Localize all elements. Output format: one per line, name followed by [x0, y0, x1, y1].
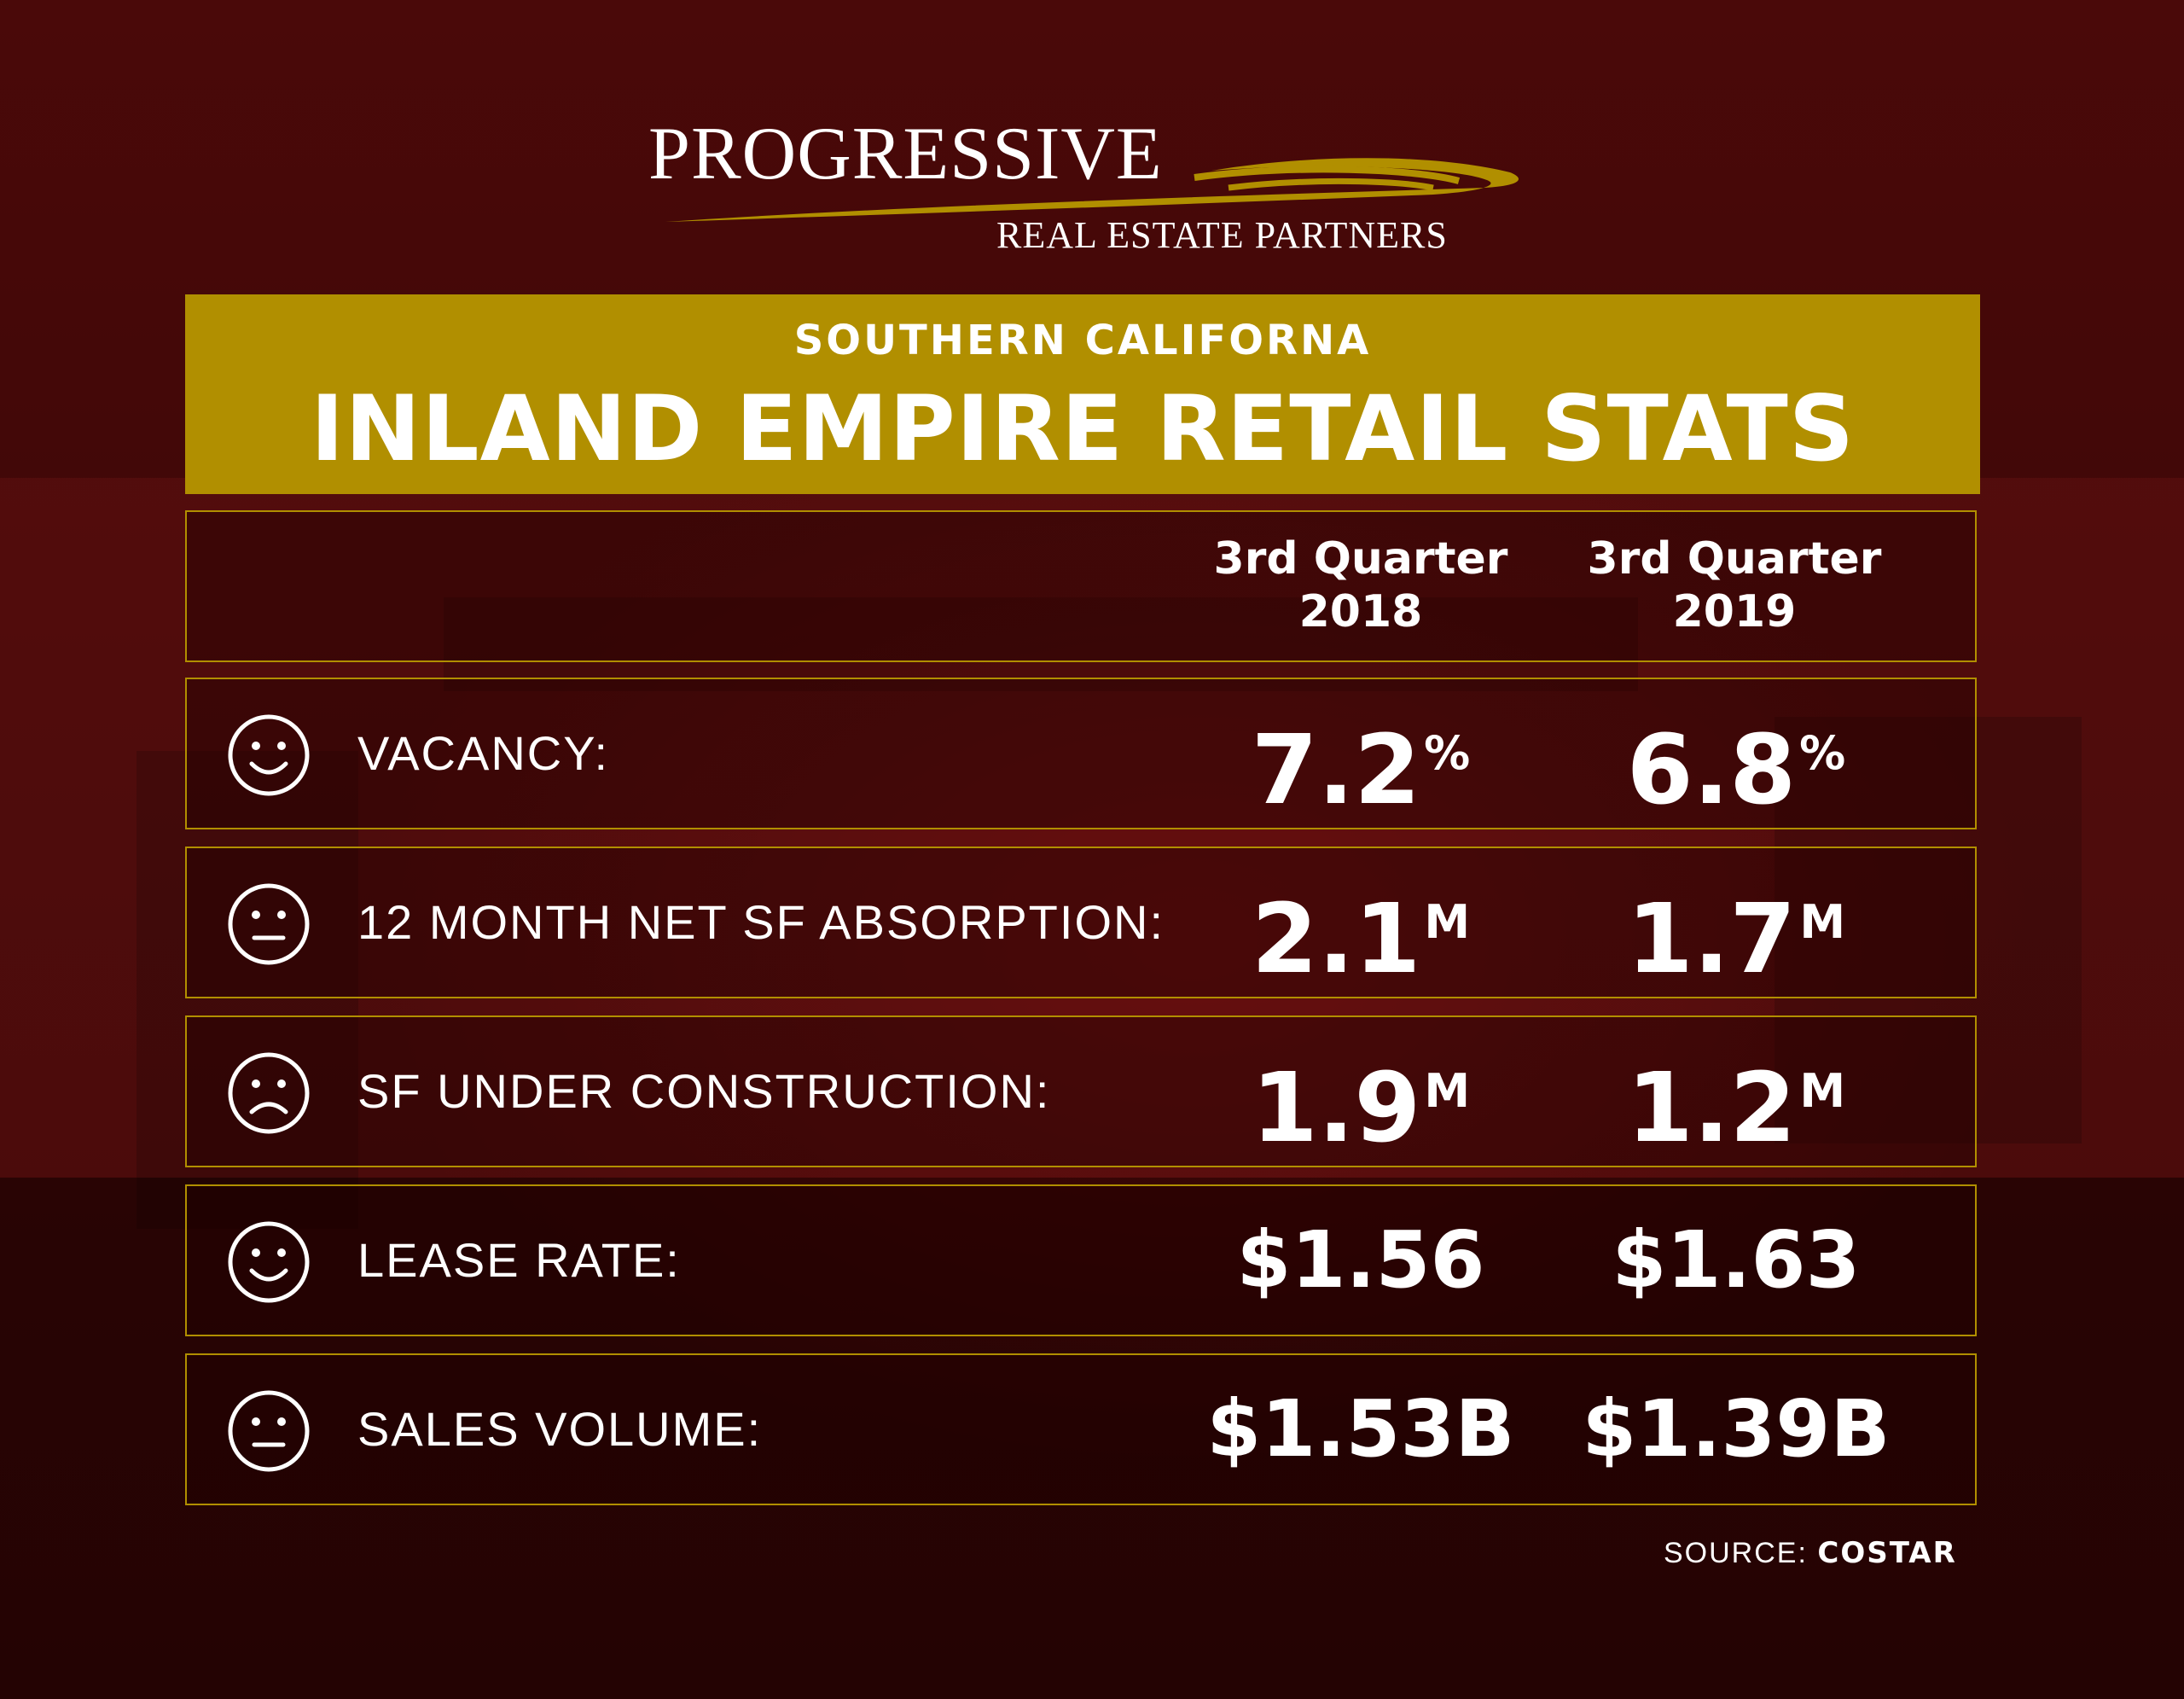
stat-unit: M — [1799, 895, 1846, 949]
banner-subtitle: SOUTHERN CALIFORNA — [793, 317, 1372, 364]
column-header-line2: 2018 — [1298, 586, 1423, 637]
neutral-face-icon — [228, 1390, 310, 1472]
stat-value-2018: 7.2% — [1139, 679, 1583, 828]
stat-value-2019: 6.8% — [1514, 679, 1958, 828]
stat-value-2019: 1.7M — [1514, 848, 1958, 997]
background-window — [136, 751, 358, 1229]
stat-unit: M — [1424, 895, 1471, 949]
stat-number: $1.53B — [1206, 1383, 1515, 1475]
stat-value-2018: $1.53B — [1139, 1355, 1583, 1504]
stat-number: 2.1 — [1251, 884, 1421, 995]
column-header-row: 3rd Quarter 2018 3rd Quarter 2019 — [185, 510, 1977, 662]
stat-unit: % — [1424, 726, 1471, 780]
stat-label: 12 MONTH NET SF ABSORPTION: — [357, 895, 1165, 949]
stat-number: 6.8 — [1626, 715, 1797, 826]
column-header-line1: 3rd Quarter — [1587, 533, 1882, 585]
stat-unit: M — [1799, 1064, 1846, 1118]
stat-number: $1.56 — [1236, 1214, 1485, 1306]
stat-row-under-construction: SF UNDER CONSTRUCTION: 1.9M 1.2M — [185, 1015, 1977, 1167]
stat-value-2018: 1.9M — [1139, 1017, 1583, 1166]
title-banner: SOUTHERN CALIFORNA INLAND EMPIRE RETAIL … — [185, 294, 1980, 494]
happy-face-icon — [228, 714, 310, 796]
stat-number: 7.2 — [1251, 715, 1421, 826]
stat-value-2018: 2.1M — [1139, 848, 1583, 997]
stat-unit: M — [1424, 1064, 1471, 1118]
stat-value-2019: 1.2M — [1514, 1017, 1958, 1166]
column-header-line1: 3rd Quarter — [1213, 533, 1508, 585]
stat-row-absorption: 12 MONTH NET SF ABSORPTION: 2.1M 1.7M — [185, 847, 1977, 998]
background-awning — [444, 597, 1638, 691]
happy-face-icon — [228, 1221, 310, 1303]
column-header-line2: 2019 — [1672, 586, 1797, 637]
source-credit: SOURCE: COSTAR — [1664, 1536, 1957, 1570]
stat-number: 1.9 — [1251, 1053, 1421, 1164]
column-header-2018: 3rd Quarter 2018 — [1182, 532, 1540, 638]
column-header-2019: 3rd Quarter 2019 — [1555, 532, 1914, 638]
source-label: SOURCE: — [1664, 1537, 1808, 1569]
background-shadow — [0, 1178, 2184, 1699]
neutral-face-icon — [228, 883, 310, 965]
source-name: COSTAR — [1817, 1536, 1957, 1570]
stat-row-lease-rate: LEASE RATE: $1.56 $1.63 — [185, 1184, 1977, 1336]
stat-number: $1.39B — [1582, 1383, 1891, 1475]
background-window — [1774, 717, 2082, 1143]
company-logo: PROGRESSIVE REAL ESTATE PARTNERS — [648, 102, 1519, 273]
logo-swoosh-icon — [665, 158, 1519, 222]
sad-face-icon — [228, 1052, 310, 1134]
stat-label: LEASE RATE: — [357, 1233, 681, 1287]
stat-row-vacancy: VACANCY: 7.2% 6.8% — [185, 678, 1977, 829]
logo-sub-text: REAL ESTATE PARTNERS — [996, 214, 1448, 256]
stat-number: $1.63 — [1612, 1214, 1861, 1306]
stat-value-2019: $1.63 — [1514, 1186, 1958, 1335]
banner-title: INLAND EMPIRE RETAIL STATS — [310, 376, 1856, 481]
stat-number: 1.2 — [1626, 1053, 1797, 1164]
stat-label: SALES VOLUME: — [357, 1402, 763, 1456]
stat-unit: % — [1799, 726, 1846, 780]
stat-row-sales-volume: SALES VOLUME: $1.53B $1.39B — [185, 1353, 1977, 1505]
stat-number: 1.7 — [1626, 884, 1797, 995]
stat-value-2019: $1.39B — [1514, 1355, 1958, 1504]
logo-main-text: PROGRESSIVE — [648, 113, 1163, 195]
stat-label: VACANCY: — [357, 726, 610, 780]
stat-label: SF UNDER CONSTRUCTION: — [357, 1064, 1051, 1118]
stat-value-2018: $1.56 — [1139, 1186, 1583, 1335]
